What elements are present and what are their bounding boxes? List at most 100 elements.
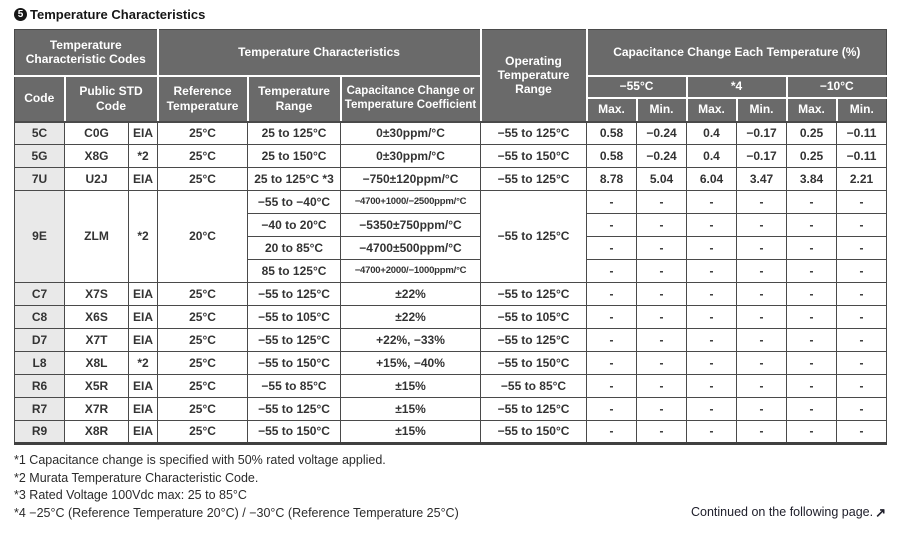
cell-capacitance-value: 6.04: [686, 167, 738, 191]
cell-capacitance-value: 8.78: [586, 167, 638, 191]
table-row: 5C C0G EIA 25°C 25 to 125°C 0±30ppm/°C −55 to …: [14, 121, 888, 145]
cell-temperature-range: 25 to 150°C: [247, 144, 342, 168]
header-row-2: Code Public STD Code Reference Temperatu…: [14, 74, 888, 123]
cell-capacitance-change-coefficient: −4700+1000/−2500ppm/°C: [340, 190, 482, 214]
cell-temperature-range: 20 to 85°C: [247, 236, 342, 260]
cell-capacitance-value: -: [636, 328, 688, 352]
footnote-3: *3 Rated Voltage 100Vdc max: 25 to 85°C: [14, 488, 247, 502]
cell-capacitance-value: -: [736, 213, 788, 237]
cell-capacitance-value: -: [686, 328, 738, 352]
table-row: C7 X7S EIA 25°C −55 to 125°C ±22% −55 to 125°C…: [14, 282, 888, 306]
cell-capacitance-value: -: [636, 282, 688, 306]
cell-capacitance-value: -: [836, 420, 888, 444]
cell-capacitance-change-coefficient: ±15%: [340, 374, 482, 398]
cell-code: D7: [14, 328, 65, 352]
cell-capacitance-value: -: [736, 351, 788, 375]
cell-capacitance-value: −0.11: [836, 121, 888, 145]
cell-capacitance-change-coefficient: ±22%: [340, 282, 482, 306]
cell-capacitance-value: -: [836, 374, 888, 398]
header-min-star4: Min.: [735, 96, 788, 123]
cell-capacitance-value: -: [736, 397, 788, 421]
header-code: Code: [14, 74, 66, 123]
cell-capacitance-value: -: [686, 213, 738, 237]
cell-capacitance-value: -: [736, 259, 788, 283]
cell-reference-temperature: 25°C: [157, 351, 249, 375]
cell-code: C8: [14, 305, 65, 329]
cell-capacitance-value: 0.4: [686, 121, 738, 145]
cell-capacitance-value: -: [736, 328, 788, 352]
cell-capacitance-value: -: [586, 351, 638, 375]
cell-capacitance-change-coefficient: ±15%: [340, 420, 482, 444]
cell-public-std-code: X5R: [64, 374, 129, 398]
cell-operating-temperature-range: −55 to 125°C: [480, 282, 588, 306]
temperature-characteristics-table: Temperature Characteristic Codes Tempera…: [13, 29, 888, 445]
cell-capacitance-value: -: [786, 420, 838, 444]
cell-capacitance-value: -: [686, 305, 738, 329]
cell-capacitance-change-coefficient: 0±30ppm/°C: [340, 121, 482, 145]
header-temperature-characteristics: Temperature Characteristics: [156, 29, 482, 77]
cell-capacitance-value: -: [836, 397, 888, 421]
cell-capacitance-value: -: [736, 236, 788, 260]
table-row: −40 to 20°C −5350±750ppm/°C - - - - - -: [15, 213, 888, 237]
table-row: R6 X5R EIA 25°C −55 to 85°C ±15% −55 to 85°C - -…: [14, 374, 888, 398]
header-capacitance-change-each-temperature: Capacitance Change Each Temperature (%): [585, 29, 888, 77]
cell-temperature-range: 25 to 125°C: [247, 121, 342, 145]
cell-capacitance-value: 2.21: [836, 167, 888, 191]
cell-capacitance-value: -: [786, 351, 838, 375]
header-max-star4: Max.: [685, 96, 738, 123]
cell-operating-temperature-range: −55 to 105°C: [480, 305, 588, 329]
cell-code: R7: [14, 397, 65, 421]
cell-public-std-code: X8L: [64, 351, 129, 375]
header-minus-10c: −10°C: [785, 74, 888, 99]
cell-capacitance-value: -: [636, 259, 688, 283]
cell-capacitance-value: -: [686, 190, 738, 214]
footnote-4: *4 −25°C (Reference Temperature 20°C) / …: [14, 505, 459, 520]
table-row: 7U U2J EIA 25°C 25 to 125°C *3 −750±120ppm/°C…: [14, 167, 888, 191]
cell-capacitance-value: -: [786, 236, 838, 260]
cell-capacitance-value: -: [836, 213, 888, 237]
table-row: R7 X7R EIA 25°C −55 to 125°C ±15% −55 to 125°C…: [14, 397, 888, 421]
cell-reference-temperature: 25°C: [157, 397, 249, 421]
cell-capacitance-value: -: [586, 190, 638, 214]
cell-capacitance-value: -: [586, 397, 638, 421]
cell-public-std-code: X7S: [64, 282, 129, 306]
cell-public-std-code: X7T: [64, 328, 129, 352]
cell-capacitance-change-coefficient: −750±120ppm/°C: [340, 167, 482, 191]
cell-operating-temperature-range: −55 to 150°C: [480, 351, 588, 375]
cell-public-std-code: X8R: [64, 420, 129, 444]
cell-capacitance-value: -: [586, 420, 638, 444]
cell-capacitance-value: -: [786, 213, 838, 237]
cell-temperature-range: −40 to 20°C: [247, 213, 342, 237]
table-row: R9 X8R EIA 25°C −55 to 150°C ±15% −55 to 150°C…: [14, 420, 888, 444]
cell-reference-temperature: 25°C: [157, 144, 249, 168]
cell-operating-temperature-range: −55 to 125°C: [480, 190, 588, 283]
cell-capacitance-value: 0.25: [786, 121, 838, 145]
cell-capacitance-value: -: [836, 236, 888, 260]
header-row-3: Max. Min. Max. Min. Max. Min.: [15, 96, 888, 123]
cell-capacitance-value: -: [686, 259, 738, 283]
cell-capacitance-value: 0.58: [586, 121, 638, 145]
cell-capacitance-value: −0.24: [636, 144, 688, 168]
cell-temperature-range: −55 to −40°C: [247, 190, 342, 214]
page: 5 Temperature Characteristics Temperatur…: [13, 7, 888, 522]
cell-capacitance-value: -: [586, 213, 638, 237]
cell-capacitance-value: -: [786, 305, 838, 329]
cell-reference-temperature: 25°C: [157, 167, 249, 191]
arrow-up-right-icon: ↗: [875, 504, 886, 520]
footnotes: *1 Capacitance change is specified with …: [14, 452, 886, 522]
cell-capacitance-value: -: [586, 305, 638, 329]
cell-code: R6: [14, 374, 65, 398]
cell-operating-temperature-range: −55 to 150°C: [480, 420, 588, 444]
cell-capacitance-value: -: [836, 282, 888, 306]
cell-std-org: EIA: [127, 374, 159, 398]
cell-capacitance-value: -: [686, 374, 738, 398]
cell-public-std-code: ZLM: [64, 190, 129, 283]
table-row: L8 X8L *2 25°C −55 to 150°C +15%, −40% −55 to …: [14, 351, 888, 375]
cell-capacitance-value: -: [586, 374, 638, 398]
cell-capacitance-value: −0.17: [736, 121, 788, 145]
cell-capacitance-value: -: [786, 259, 838, 283]
cell-capacitance-value: -: [836, 351, 888, 375]
cell-capacitance-value: -: [736, 374, 788, 398]
cell-capacitance-value: -: [836, 259, 888, 283]
cell-temperature-range: 25 to 125°C *3: [247, 167, 342, 191]
